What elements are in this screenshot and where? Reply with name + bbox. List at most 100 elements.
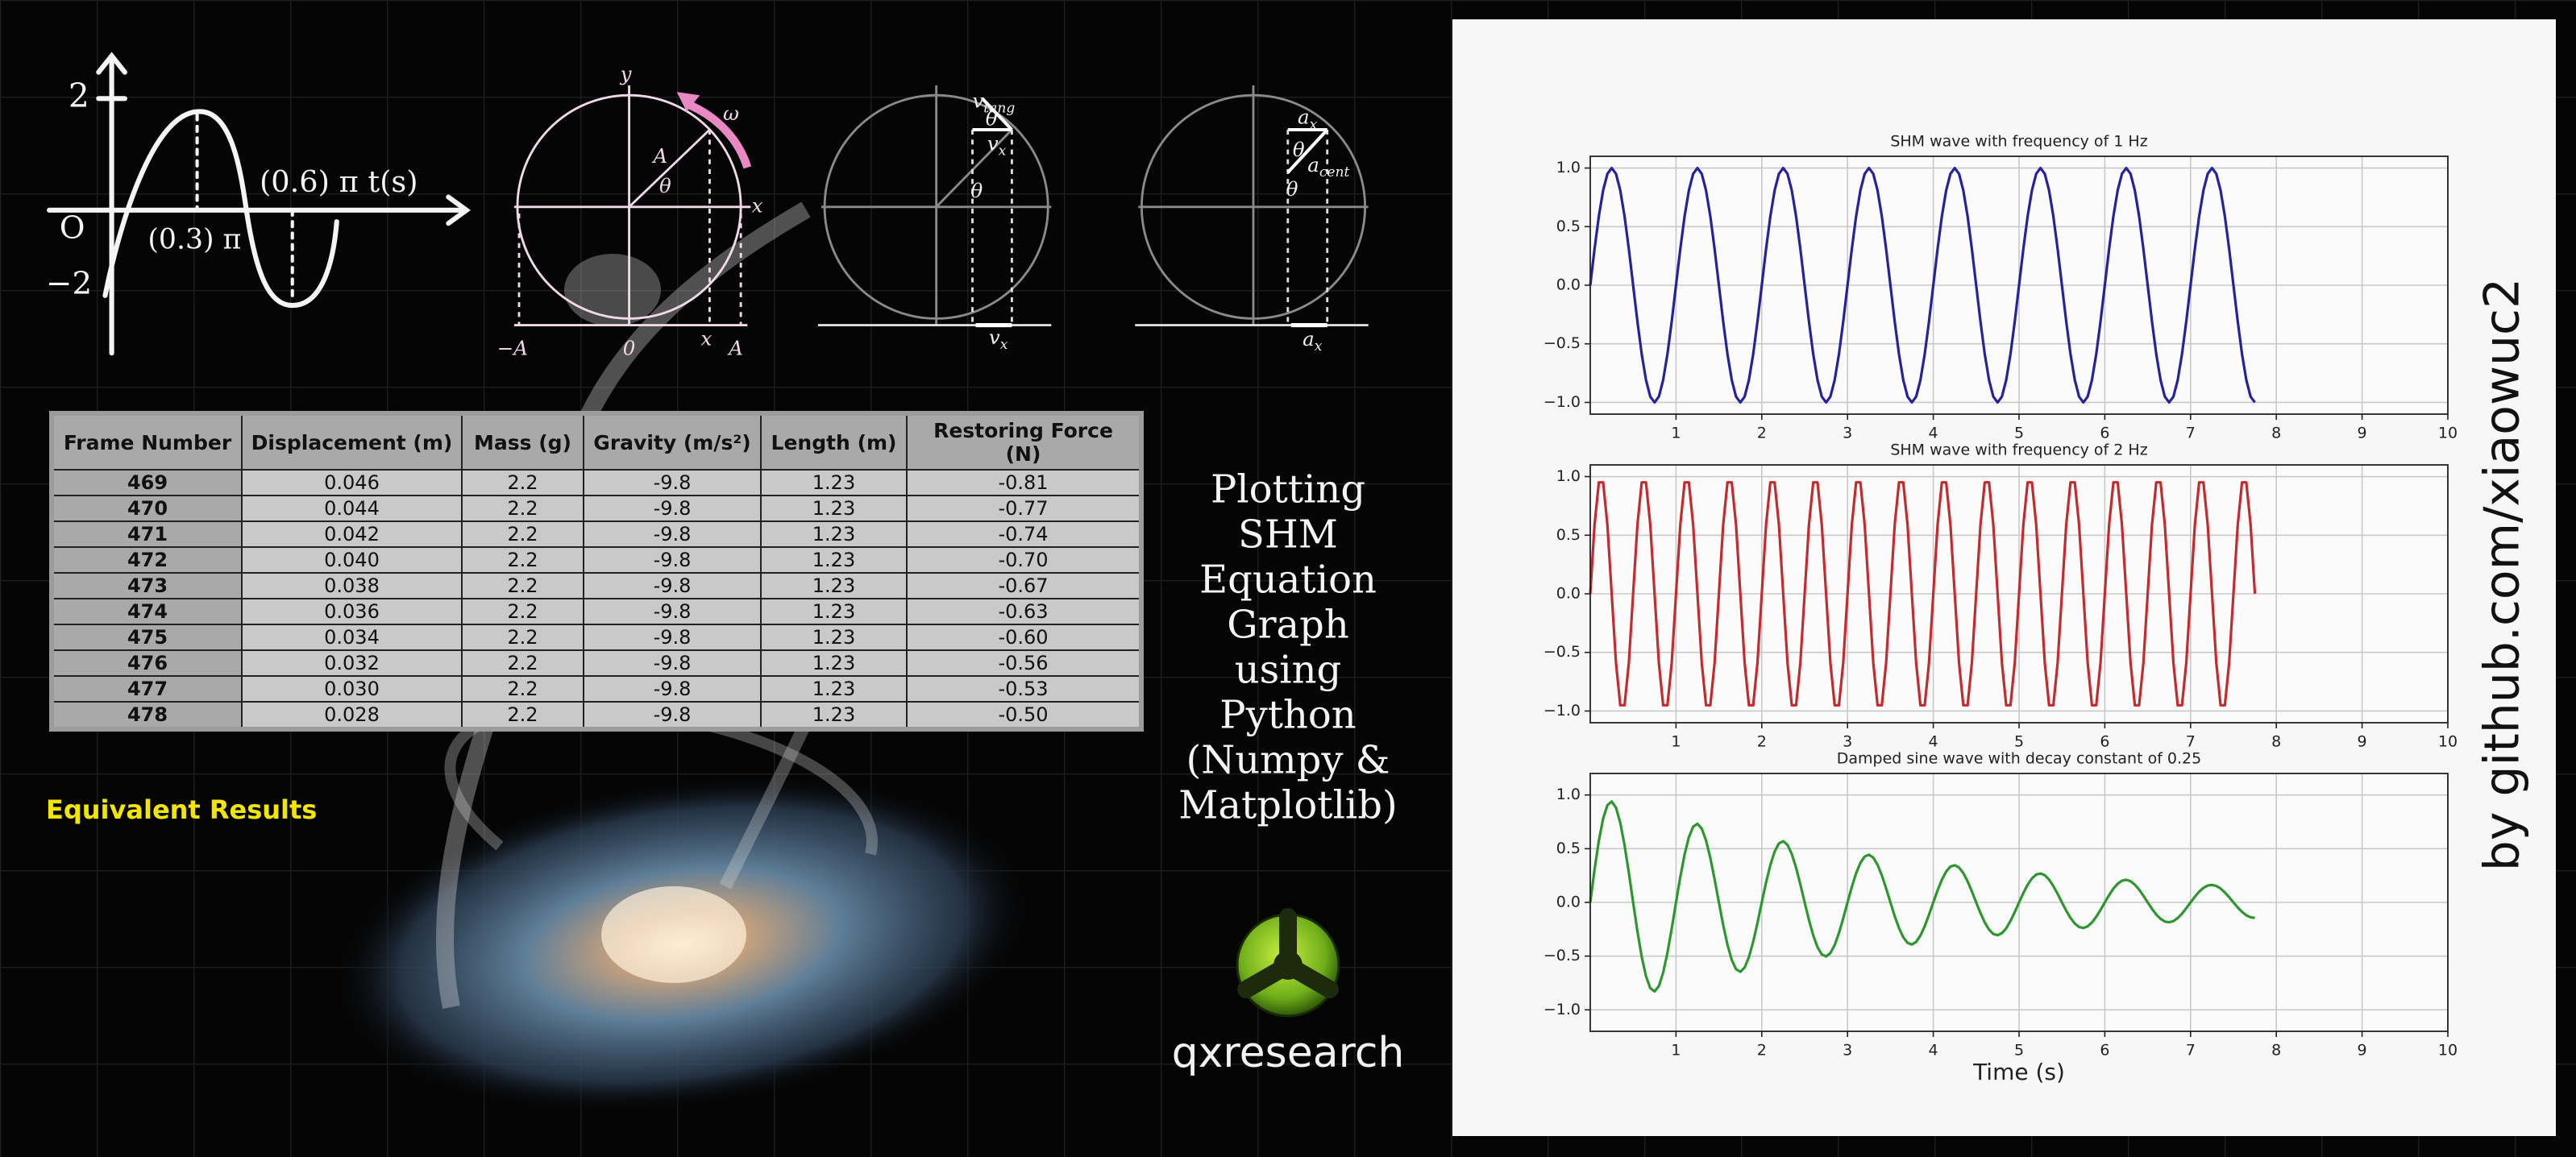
y-tick-label: 0.5: [1556, 840, 1581, 857]
x-tick-label: 7: [2186, 425, 2196, 442]
axes-frame: [1589, 773, 2449, 1032]
x-tick-label: 3: [1843, 1042, 1852, 1060]
table-cell: -0.60: [906, 624, 1142, 651]
header-cell: Frame Number: [51, 413, 243, 471]
x-tick-label: 7: [2186, 733, 2196, 751]
table-cell: -0.63: [906, 598, 1142, 625]
table-cell: 1.23: [760, 469, 908, 496]
table-cell: 470: [51, 495, 243, 522]
title-line: Graph: [1227, 603, 1349, 648]
y-tick-label: −0.5: [1544, 643, 1581, 661]
header-cell: Restoring Force (N): [906, 413, 1142, 471]
sketch-label: 2: [69, 77, 89, 115]
y-tick-label: −1.0: [1544, 1001, 1581, 1018]
diagram-label: A: [727, 337, 743, 360]
title-line: using: [1235, 648, 1342, 693]
x-tick-label: 8: [2271, 733, 2281, 751]
x-tick-label: 3: [1843, 733, 1852, 751]
label-base: v: [972, 89, 983, 112]
x-tick-label: 6: [2100, 733, 2109, 751]
x-tick-label: 1: [1671, 425, 1681, 442]
title-line: Plotting: [1211, 467, 1365, 512]
table-cell: 476: [51, 649, 243, 677]
table-cell: 0.034: [241, 624, 463, 651]
axes-frame: [1589, 156, 2449, 415]
x-tick-label: 6: [2100, 1042, 2109, 1060]
table-row: 472 0.040 2.2 -9.8 1.23 -0.70: [51, 546, 1142, 574]
label-sub: x: [1000, 336, 1008, 352]
table-cell: 0.038: [241, 572, 463, 599]
label-sub: x: [1315, 338, 1323, 355]
x-tick-label: 4: [1929, 1042, 1938, 1060]
sketch-label: (0.6) π t(s): [260, 164, 418, 199]
header-cell: Length (m): [760, 413, 908, 471]
table-cell: 0.036: [241, 598, 463, 625]
table-cell: 2.2: [461, 701, 584, 730]
table-cell: 474: [51, 598, 243, 625]
diagram-label: θ: [1286, 177, 1298, 201]
x-tick-label: 4: [1929, 425, 1938, 442]
diagram-label: vtang: [972, 89, 1015, 116]
table-cell: -0.74: [906, 520, 1142, 548]
table-cell: 471: [51, 520, 243, 548]
diagram-label: ax: [1298, 105, 1318, 132]
credit: by github.com/xiaowuc2: [2474, 278, 2531, 871]
table-cell: 2.2: [461, 649, 584, 677]
logo: [1236, 908, 1340, 1018]
label-base: v: [989, 325, 1000, 348]
table-cell: -0.50: [906, 701, 1142, 730]
x-tick-label: 4: [1929, 733, 1938, 751]
brand: qxresearch: [1172, 1029, 1405, 1077]
y-tick-label: −0.5: [1544, 334, 1581, 352]
diagram-label: θ: [1293, 138, 1305, 161]
table-cell: 478: [51, 701, 243, 730]
table-cell: -9.8: [583, 598, 762, 625]
table-row: 469 0.046 2.2 -9.8 1.23 -0.81: [51, 469, 1142, 496]
data-line: [1589, 800, 2255, 993]
x-tick-label: 3: [1843, 425, 1852, 442]
table-cell: 473: [51, 572, 243, 599]
header-cell: Displacement (m): [241, 413, 463, 471]
table-cell: -0.70: [906, 546, 1142, 574]
diagram-label: vx: [987, 131, 1007, 159]
y-tick-label: 1.0: [1556, 467, 1581, 485]
x-tick-label: 7: [2186, 1042, 2196, 1060]
table-cell: -9.8: [583, 624, 762, 651]
table-cell: 1.23: [760, 624, 908, 651]
table-row: 478 0.028 2.2 -9.8 1.23 -0.50: [51, 701, 1142, 730]
diagram-label: θ: [659, 174, 671, 197]
diagram-label: vx: [989, 325, 1008, 352]
x-tick-label: 10: [2438, 1042, 2458, 1060]
label-sub: cent: [1319, 164, 1350, 180]
table-cell: 0.030: [241, 675, 463, 703]
data-table: Frame Number Displacement (m) Mass (g) Grav…: [49, 411, 1144, 732]
title-line: Equation: [1199, 558, 1377, 603]
table-cell: 0.046: [241, 469, 463, 496]
table-cell: 475: [51, 624, 243, 651]
table-cell: 0.040: [241, 546, 463, 574]
table-cell: -9.8: [583, 495, 762, 522]
sketch-label: (0.3) π: [147, 224, 241, 256]
table-cell: -0.56: [906, 649, 1142, 677]
x-tick-label: 2: [1757, 733, 1767, 751]
label-base: a: [1307, 152, 1319, 176]
label-sub: x: [1310, 116, 1318, 132]
table-cell: 2.2: [461, 624, 584, 651]
table-cell: 1.23: [760, 572, 908, 599]
sketch-label: −2: [46, 266, 92, 302]
x-tick-label: 2: [1757, 425, 1767, 442]
table-cell: 1.23: [760, 701, 908, 730]
circle-diagram-2: [817, 85, 1052, 328]
label-base: a: [1303, 326, 1315, 350]
x-tick-label: 9: [2358, 425, 2367, 442]
diagram-label: ax: [1303, 326, 1323, 354]
table-cell: -0.77: [906, 495, 1142, 522]
data-line: [1589, 481, 2257, 707]
table-cell: -9.8: [583, 572, 762, 599]
label-base: v: [987, 131, 999, 155]
diagram-label: A: [651, 144, 667, 168]
table-cell: 0.028: [241, 701, 463, 730]
table-cell: 2.2: [461, 675, 584, 703]
